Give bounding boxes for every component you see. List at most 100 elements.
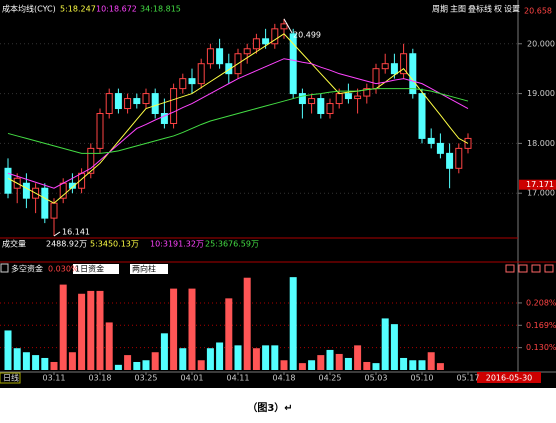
bar [179,348,187,370]
last-price-box [519,179,556,190]
candle-body [354,95,362,100]
y-tick-label: 19.000 [527,89,555,98]
candle-body [280,23,288,30]
y-tick-label: 20.000 [527,39,555,48]
panel-icon[interactable] [505,264,515,273]
bar [262,345,270,370]
x-tick-label: 04.25 [319,374,342,383]
ma-line [7,58,469,189]
bar [344,357,352,370]
period-box [0,372,21,384]
y-tick-label: 0.169% [526,321,556,330]
selector-label[interactable]: 1日资金 [75,264,104,274]
bar [59,284,67,370]
candle-body [335,93,343,105]
candle-body [427,137,435,144]
bar [4,330,12,370]
help-icon[interactable] [0,263,9,273]
bar [280,360,288,370]
candle-body [446,152,454,169]
candle-body [262,38,270,45]
bar [252,348,260,370]
x-tick-label: 04.01 [181,374,204,383]
bar [124,355,132,370]
menu-item[interactable]: 主图 [450,4,466,14]
candle-body [124,98,132,110]
bar [78,293,86,370]
menu-item[interactable]: 权 [494,4,502,14]
bar [160,333,168,370]
bar [326,349,334,370]
candle-body [170,88,178,124]
bar [243,277,251,370]
selector-label[interactable]: 两向柱 [132,264,156,274]
indicator-title: 成本均线(CYC) [2,4,56,14]
annotation-pointer [53,231,61,237]
candle-body [4,167,12,194]
bar [142,360,150,370]
bar [87,290,95,370]
candle-body [225,63,233,75]
candle-body [409,53,417,95]
candle-body [344,93,352,100]
candle-body [206,48,214,65]
candle-body [41,187,49,219]
volume-header: 2488.92万 [46,240,87,249]
bar [96,290,104,370]
bar [170,288,178,370]
menu-item[interactable]: 叠标线 [468,4,492,14]
ma-line [7,33,469,204]
cursor-date: 2016-05-30 [486,374,533,383]
bar [400,357,408,370]
dropdown[interactable] [73,264,119,274]
bar [197,360,205,370]
bar [308,360,316,370]
x-tick-label: 04.18 [273,374,296,383]
candle-body [22,182,30,199]
low-annotation: 16.141 [62,228,90,237]
period-label: 日线 [3,373,19,383]
bar [225,298,233,370]
bar [13,348,21,370]
candle-body [151,93,159,115]
candle-body [372,68,380,90]
x-tick-label: 05.10 [411,374,434,383]
bar [372,363,380,370]
dropdown[interactable] [130,264,168,274]
bar [114,364,122,370]
bar [418,360,426,370]
candle-body [252,38,260,50]
bar [206,348,214,370]
indicator-value: 0.030% [48,265,79,274]
bar [234,345,242,370]
bar [32,355,40,370]
bar [22,352,30,370]
bar [50,361,58,370]
candle-body [142,93,150,105]
bar [390,324,398,370]
candle-body [50,202,58,219]
volume-header: 成交量 [2,239,26,249]
bar [271,345,279,370]
bar [335,353,343,370]
last-price: 17.171 [526,180,554,189]
x-tick-label: 03.25 [135,374,158,383]
bar [133,361,141,370]
bar [317,355,325,370]
y-tick-label: 18.000 [527,139,555,148]
panel-icon[interactable] [518,264,528,273]
candle-body [271,28,279,45]
panel-icon[interactable] [531,264,541,273]
candle-body [381,63,389,70]
candle-body [105,93,113,115]
legend-entry: 34:18.815 [140,5,181,14]
menu-item[interactable]: 设置 [504,4,520,14]
menu-item[interactable]: 周期 [432,5,448,14]
panel-icon[interactable] [544,264,554,273]
candle-body [317,98,325,115]
bar [298,363,306,370]
volume-header: 25:3676.59万 [205,240,259,249]
volume-header: 5:3450.13万 [90,240,139,249]
candle-body [243,48,251,55]
